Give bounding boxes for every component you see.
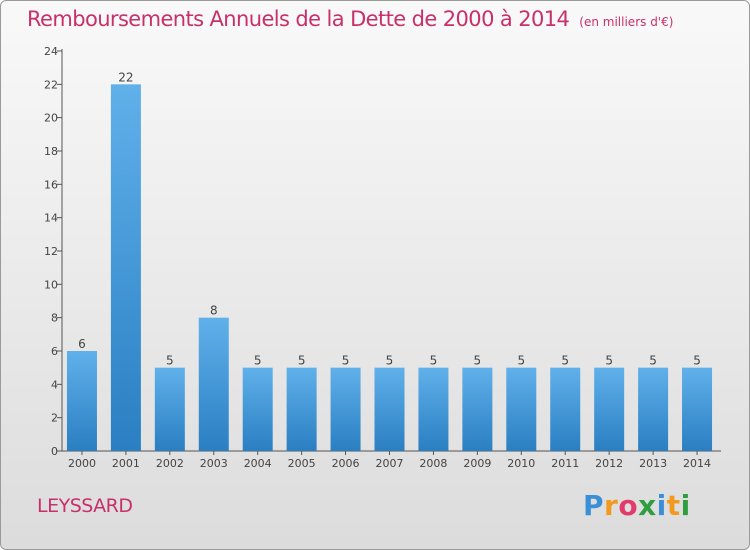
x-tick-label: 2014 [683,457,711,470]
data-label: 5 [649,354,657,368]
y-tick-label: 16 [44,178,58,191]
x-tick-label: 2002 [156,457,184,470]
bar [550,367,581,451]
data-label: 5 [254,354,262,368]
data-label: 5 [474,354,482,368]
data-label: 5 [693,354,701,368]
bar [594,367,625,451]
y-tick-label: 10 [44,278,58,291]
data-label: 5 [298,354,306,368]
y-tick-label: 18 [44,145,58,158]
y-tick-label: 20 [44,112,58,125]
y-tick-label: 4 [51,378,58,391]
bar [154,367,185,451]
chart-title: Remboursements Annuels de la Dette de 20… [27,7,673,31]
x-tick-label: 2010 [507,457,535,470]
bar [462,367,493,451]
data-label: 6 [78,337,86,351]
y-tick-label: 8 [51,312,58,325]
bar [242,367,273,451]
x-tick-label: 2011 [551,457,579,470]
proxiti-logo[interactable]: Proxiti [583,489,691,522]
logo-letter: i [680,489,691,522]
x-tick-label: 2012 [595,457,623,470]
bar [110,84,141,451]
x-tick-label: 2006 [332,457,360,470]
bar [286,367,317,451]
title-unit: (en milliers d'€) [579,15,674,29]
y-tick-label: 14 [44,212,58,225]
data-labels: 6 22 5 8 5 5 5 5 5 5 5 5 5 5 5 [78,70,701,367]
bar [66,351,97,451]
y-tick-label: 2 [51,412,58,425]
logo-letter: r [604,489,619,522]
bar [638,367,669,451]
logo-letter: P [583,489,605,522]
commune-name: LEYSSARD [37,495,133,517]
bar [198,317,229,451]
data-label: 5 [166,354,174,368]
y-tick-label: 12 [44,245,58,258]
x-tick-label: 2005 [288,457,316,470]
logo-letter: t [666,489,681,522]
logo-letter: x [638,489,657,522]
y-tick-label: 0 [51,445,58,458]
bar [506,367,537,451]
bars [66,84,713,451]
bar [418,367,449,451]
data-label: 22 [118,70,133,84]
x-tick-label: 2007 [376,457,404,470]
data-label: 5 [605,354,613,368]
x-tick-label: 2000 [68,457,96,470]
logo-letter: i [656,489,667,522]
x-tick-label: 2009 [463,457,491,470]
x-tick-label: 2004 [244,457,272,470]
bar [374,367,405,451]
title-main: Remboursements Annuels de la Dette de 20… [27,7,570,31]
y-tick-label: 22 [44,78,58,91]
bar [330,367,361,451]
x-tick-label: 2001 [112,457,140,470]
data-label: 5 [430,354,438,368]
x-tick-label: 2003 [200,457,228,470]
y-tick-label: 24 [44,45,58,58]
data-label: 5 [342,354,350,368]
data-label: 5 [517,354,525,368]
x-tick-label: 2013 [639,457,667,470]
y-tick-label: 6 [51,345,58,358]
data-label: 8 [210,304,218,318]
data-label: 5 [561,354,569,368]
data-label: 5 [386,354,394,368]
logo-letter: o [618,489,639,522]
bar [682,367,713,451]
x-tick-label: 2008 [419,457,447,470]
